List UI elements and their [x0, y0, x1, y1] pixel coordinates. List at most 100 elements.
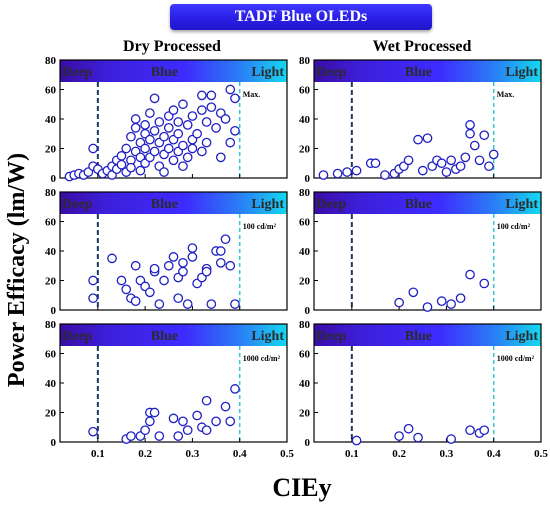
data-point: [413, 134, 423, 145]
data-point: [178, 257, 188, 268]
data-point: [159, 275, 169, 286]
y-tick-label: 80: [299, 319, 311, 331]
y-tick-label: 60: [45, 217, 57, 229]
y-tick-label: 80: [45, 319, 57, 331]
region-band: [60, 192, 287, 214]
data-point: [215, 257, 226, 268]
x-tick-label: 0.5: [534, 448, 548, 460]
chart-title: TADF Blue OLEDs: [234, 8, 368, 25]
data-point: [220, 234, 231, 245]
data-point: [403, 155, 414, 166]
y-tick-label: 40: [299, 114, 311, 126]
region-label-blue: Blue: [405, 329, 432, 344]
data-point: [192, 128, 202, 139]
data-point: [168, 413, 179, 424]
data-point: [455, 293, 466, 304]
data-point: [116, 159, 127, 170]
x-tick-label: 0.5: [280, 448, 294, 460]
data-point: [163, 260, 174, 271]
data-point: [446, 434, 456, 444]
data-point: [394, 431, 404, 441]
region-label-blue: Blue: [151, 65, 178, 80]
data-point: [154, 431, 165, 441]
data-point: [187, 252, 198, 262]
condition-annotation: Max.: [497, 90, 515, 99]
data-point: [225, 260, 236, 271]
data-point: [149, 93, 160, 104]
data-point: [88, 275, 98, 286]
region-label-blue: Blue: [151, 197, 178, 212]
data-point: [469, 140, 480, 151]
region-label-light: Light: [505, 329, 538, 344]
region-label-deep: Deep: [62, 197, 93, 212]
x-tick-label: 0.4: [487, 448, 501, 460]
y-tick-label: 60: [299, 349, 311, 361]
data-point: [154, 117, 165, 127]
y-tick-label: 0: [51, 173, 57, 185]
data-point: [163, 143, 174, 154]
data-point: [479, 278, 490, 289]
data-point: [436, 296, 447, 306]
data-point: [446, 155, 456, 166]
data-point: [178, 161, 188, 172]
y-tick-label: 20: [45, 408, 57, 420]
data-point: [484, 161, 494, 172]
data-point: [206, 102, 217, 113]
y-tick-label: 20: [299, 408, 311, 420]
y-tick-label: 0: [305, 173, 311, 185]
x-tick-label: 0.2: [392, 448, 406, 460]
y-tick-label: 20: [299, 276, 311, 288]
data-point: [187, 243, 198, 253]
data-point: [465, 120, 475, 130]
data-point: [479, 425, 490, 436]
data-point: [220, 114, 231, 124]
data-point: [130, 260, 141, 271]
region-band: [60, 324, 287, 346]
data-point: [154, 299, 165, 309]
data-point: [201, 117, 212, 127]
y-tick-label: 80: [299, 187, 311, 199]
panel-wet-max: Deep Blue Light 0 20 40 60 80 Max.: [299, 55, 542, 185]
data-point: [168, 155, 179, 166]
data-point: [192, 410, 202, 421]
data-point: [370, 158, 381, 169]
data-point: [211, 416, 221, 427]
data-point: [173, 117, 184, 127]
data-point: [168, 105, 179, 116]
data-point: [488, 149, 499, 160]
data-point: [474, 155, 485, 166]
y-tick-label: 20: [45, 276, 57, 288]
region-label-deep: Deep: [62, 329, 93, 344]
data-point: [332, 168, 343, 179]
data-point: [465, 425, 475, 436]
data-point: [408, 287, 419, 298]
data-point: [351, 435, 362, 446]
data-point: [140, 143, 150, 154]
region-label-blue: Blue: [151, 329, 178, 344]
column-title-dry: Dry Processed: [123, 38, 221, 55]
data-point: [201, 425, 212, 436]
region-label-light: Light: [251, 197, 284, 212]
region-label-light: Light: [251, 329, 284, 344]
data-point: [197, 90, 207, 101]
data-point: [149, 263, 160, 274]
region-label-deep: Deep: [316, 329, 347, 344]
data-point: [182, 120, 193, 130]
x-tick-label: 0.4: [233, 448, 247, 460]
x-axis-label: CIEy: [272, 473, 331, 502]
data-point: [225, 137, 236, 148]
data-point: [159, 131, 169, 142]
data-point: [465, 128, 475, 139]
data-point: [436, 158, 447, 169]
data-point: [380, 170, 390, 180]
data-point: [230, 93, 240, 104]
data-point: [140, 120, 150, 130]
region-band: [314, 324, 541, 346]
data-point: [126, 431, 136, 441]
data-point: [201, 266, 212, 277]
panel-wet-1000: Deep Blue Light 0 20 40 60 80 0.1 0.2 0.3 0.4 0.5 100…: [299, 319, 548, 460]
y-tick-label: 20: [45, 144, 57, 156]
data-point: [178, 266, 188, 277]
panel-dry-max: Deep Blue Light 0 20 40 60 80 Max.: [45, 55, 288, 185]
